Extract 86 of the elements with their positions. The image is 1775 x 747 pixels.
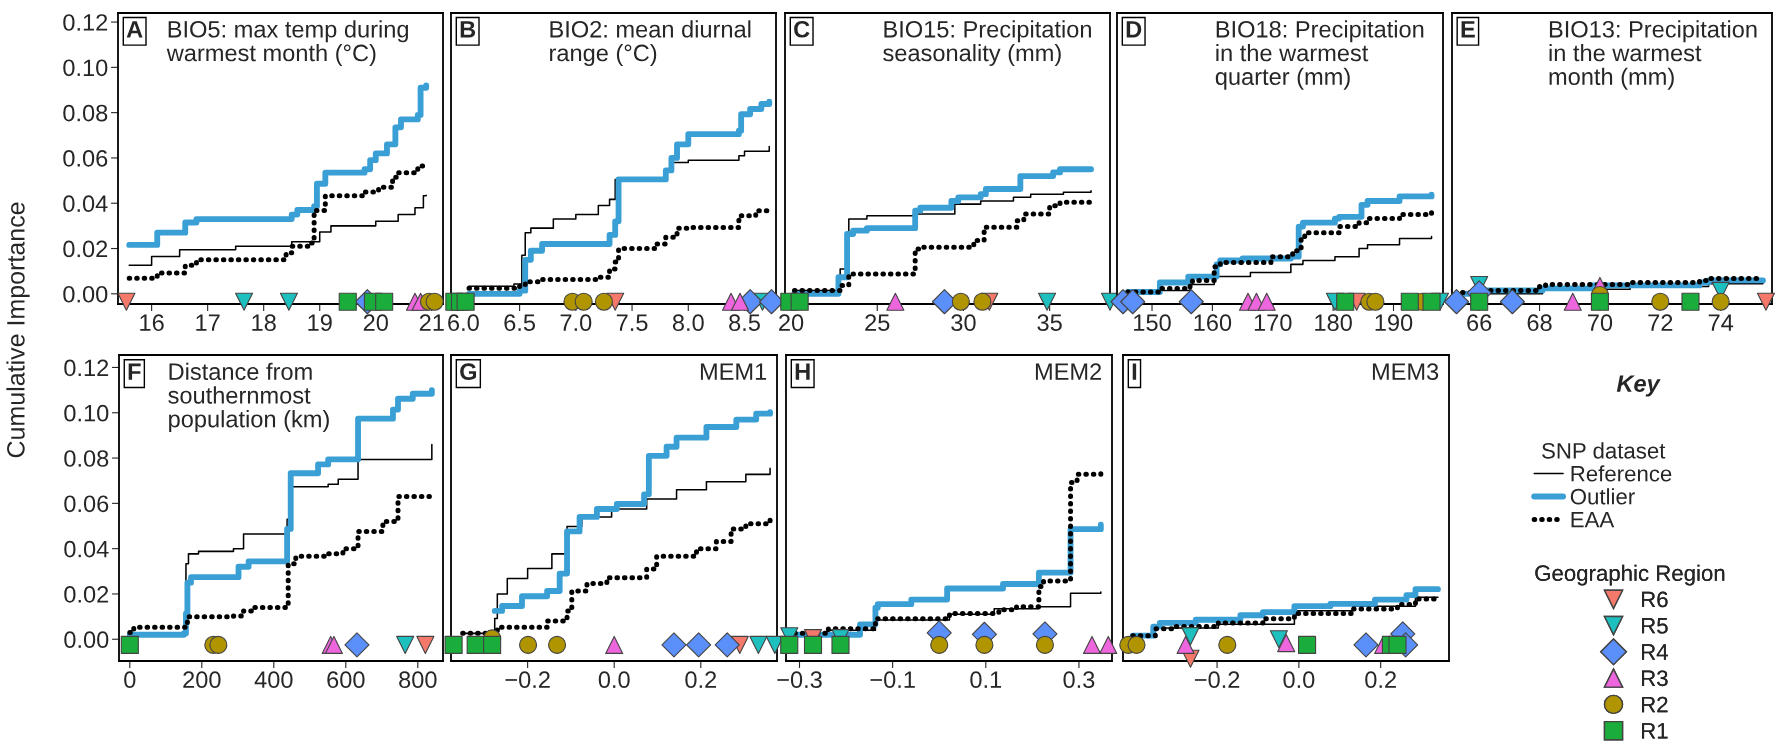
y-tick-label: 0.08 bbox=[64, 450, 109, 467]
legend-label: EAA bbox=[1571, 511, 1615, 528]
x-tick-label: 180 bbox=[1315, 314, 1352, 332]
x-tick-label: −0.1 bbox=[870, 671, 915, 689]
y-tick-label: 0.00 bbox=[63, 285, 108, 303]
x-tick-label: −0.2 bbox=[1194, 671, 1240, 689]
y-tick-label: 0.02 bbox=[64, 586, 109, 603]
annotation: I bbox=[1132, 363, 1137, 380]
y-tick-label: 0.04 bbox=[63, 195, 108, 213]
y-tick-label: 0.10 bbox=[63, 59, 108, 77]
annotation: D bbox=[1126, 21, 1142, 38]
x-tick-label: 800 bbox=[399, 671, 437, 689]
y-tick-label: 0.08 bbox=[63, 104, 108, 122]
legend-label: R1 bbox=[1642, 723, 1668, 739]
x-tick-label: 7.5 bbox=[616, 314, 648, 332]
x-tick-label: 17 bbox=[196, 314, 220, 331]
x-tick-label: 8.0 bbox=[672, 314, 704, 332]
annotation: E bbox=[1461, 21, 1475, 38]
y-tick-label: 0.10 bbox=[64, 404, 109, 422]
x-tick-label: 190 bbox=[1375, 314, 1413, 332]
x-tick-label: 6.0 bbox=[448, 314, 479, 332]
y-tick-label: 0.04 bbox=[64, 540, 109, 558]
text: BIO18: Precipitation in the warmest quarter (mm) bbox=[1215, 20, 1424, 90]
x-tick-label: 30 bbox=[951, 314, 976, 332]
y-tick-label: 0.12 bbox=[64, 359, 109, 377]
y-tick-label: 0.12 bbox=[63, 14, 108, 31]
text: BIO2: mean diurnal range (°C) bbox=[550, 20, 751, 67]
annotation: H bbox=[795, 363, 810, 380]
x-tick-label: 0.2 bbox=[685, 671, 717, 689]
x-tick-label: 20 bbox=[779, 314, 804, 332]
x-tick-label: 160 bbox=[1194, 314, 1232, 332]
annotation: B bbox=[460, 21, 476, 38]
x-tick-label: 0.3 bbox=[1063, 671, 1095, 689]
x-tick-label: 0 bbox=[124, 671, 136, 689]
chart-title: MEM3 bbox=[1372, 363, 1439, 380]
legend-label: Outlier bbox=[1570, 488, 1635, 505]
y-axis-title: Cumulative Importance bbox=[6, 202, 30, 458]
x-tick-label: 7.0 bbox=[560, 314, 592, 332]
legend-label: R3 bbox=[1642, 670, 1668, 687]
x-tick-label: 0.2 bbox=[1365, 671, 1396, 689]
x-tick-label: −0.2 bbox=[505, 671, 550, 689]
x-tick-label: 20 bbox=[363, 314, 388, 332]
x-tick-label: 150 bbox=[1134, 314, 1171, 332]
x-tick-label: 68 bbox=[1527, 314, 1552, 332]
annotation: G bbox=[460, 363, 477, 380]
x-tick-label: −0.3 bbox=[777, 671, 822, 689]
y-tick-label: 0.06 bbox=[64, 495, 109, 513]
legend-label: R5 bbox=[1642, 618, 1668, 634]
x-tick-label: 19 bbox=[308, 314, 332, 332]
text: Geographic Region bbox=[1535, 564, 1725, 586]
text: Distance from southernmost population (km) bbox=[168, 362, 329, 433]
x-tick-label: 600 bbox=[327, 671, 365, 689]
x-tick-label: 72 bbox=[1648, 314, 1673, 331]
x-tick-label: 200 bbox=[183, 671, 221, 689]
x-tick-label: 6.5 bbox=[504, 314, 536, 332]
legend-label: Reference bbox=[1571, 465, 1672, 482]
x-tick-label: 0.0 bbox=[598, 671, 630, 689]
x-tick-label: 16 bbox=[140, 314, 164, 332]
x-tick-label: 8.5 bbox=[729, 314, 760, 332]
text: BIO15: Precipitation seasonality (mm) bbox=[883, 20, 1091, 67]
annotation: C bbox=[794, 20, 810, 38]
annotation: F bbox=[128, 363, 141, 380]
x-tick-label: 25 bbox=[865, 314, 890, 332]
y-tick-label: 0.02 bbox=[63, 240, 108, 258]
text: Key bbox=[1616, 375, 1661, 397]
chart-title: MEM1 bbox=[700, 363, 767, 380]
x-tick-label: 18 bbox=[252, 314, 276, 332]
text: BIO5: max temp during warmest month (°C) bbox=[166, 20, 408, 66]
x-tick-label: 35 bbox=[1037, 314, 1062, 332]
legend-label: R6 bbox=[1642, 591, 1668, 608]
legend-label: R4 bbox=[1642, 644, 1668, 660]
annotation: A bbox=[126, 21, 143, 38]
x-tick-label: 70 bbox=[1588, 314, 1613, 332]
x-tick-label: 66 bbox=[1467, 314, 1492, 332]
x-tick-label: 0.0 bbox=[1283, 671, 1315, 689]
legend-label: R2 bbox=[1642, 696, 1668, 713]
x-tick-label: 74 bbox=[1708, 314, 1734, 331]
x-tick-label: 400 bbox=[254, 671, 293, 689]
text: BIO13: Precipitation in the warmest month (mm) bbox=[1549, 20, 1757, 90]
x-tick-label: 0.1 bbox=[970, 671, 1002, 689]
legend-title: SNP dataset bbox=[1542, 442, 1666, 459]
x-tick-label: 170 bbox=[1254, 314, 1292, 332]
y-tick-label: 0.00 bbox=[64, 631, 109, 649]
chart-title: MEM2 bbox=[1035, 363, 1102, 380]
y-tick-label: 0.06 bbox=[63, 150, 108, 167]
x-tick-label: 21 bbox=[419, 314, 444, 331]
